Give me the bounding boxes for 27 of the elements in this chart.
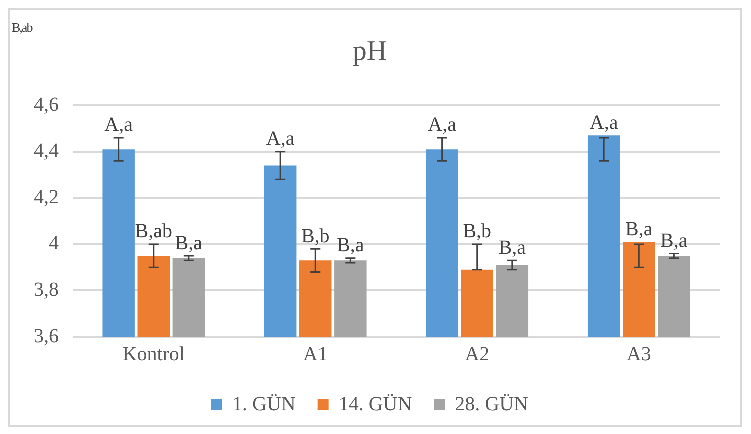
legend-label: 28. GÜN (455, 393, 529, 416)
x-tick-label: A2 (465, 343, 490, 366)
y-tick-label: 3,6 (34, 325, 59, 348)
data-label: B,ab (135, 220, 172, 243)
data-label: A,a (266, 128, 295, 150)
data-label: A,a (590, 112, 618, 134)
y-tick-label: 4,4 (34, 140, 59, 162)
data-label: B,a (498, 236, 526, 259)
chart-title: pH (352, 36, 388, 68)
x-tick-label: A3 (626, 343, 652, 366)
data-label: A,a (428, 114, 457, 136)
y-tick-label: 4,6 (34, 94, 59, 116)
y-tick-label: 4,2 (34, 186, 59, 208)
data-label: B,a (175, 232, 203, 254)
x-tick-label: A1 (303, 343, 328, 366)
data-label: B,a (337, 234, 364, 257)
y-tick-label: 4 (49, 232, 59, 255)
data-label: B,b (463, 220, 492, 243)
y-tick-label: 3,8 (34, 278, 59, 301)
x-tick-label: Kontrol (122, 343, 186, 366)
data-label: B,a (626, 218, 653, 240)
text: B,ab (12, 20, 32, 36)
data-label: A,a (104, 114, 134, 136)
legend-label: 14. GÜN (338, 393, 412, 416)
legend-label: 1. GÜN (232, 393, 296, 416)
data-label: B,a (660, 230, 688, 252)
data-label: B,b (301, 225, 330, 248)
